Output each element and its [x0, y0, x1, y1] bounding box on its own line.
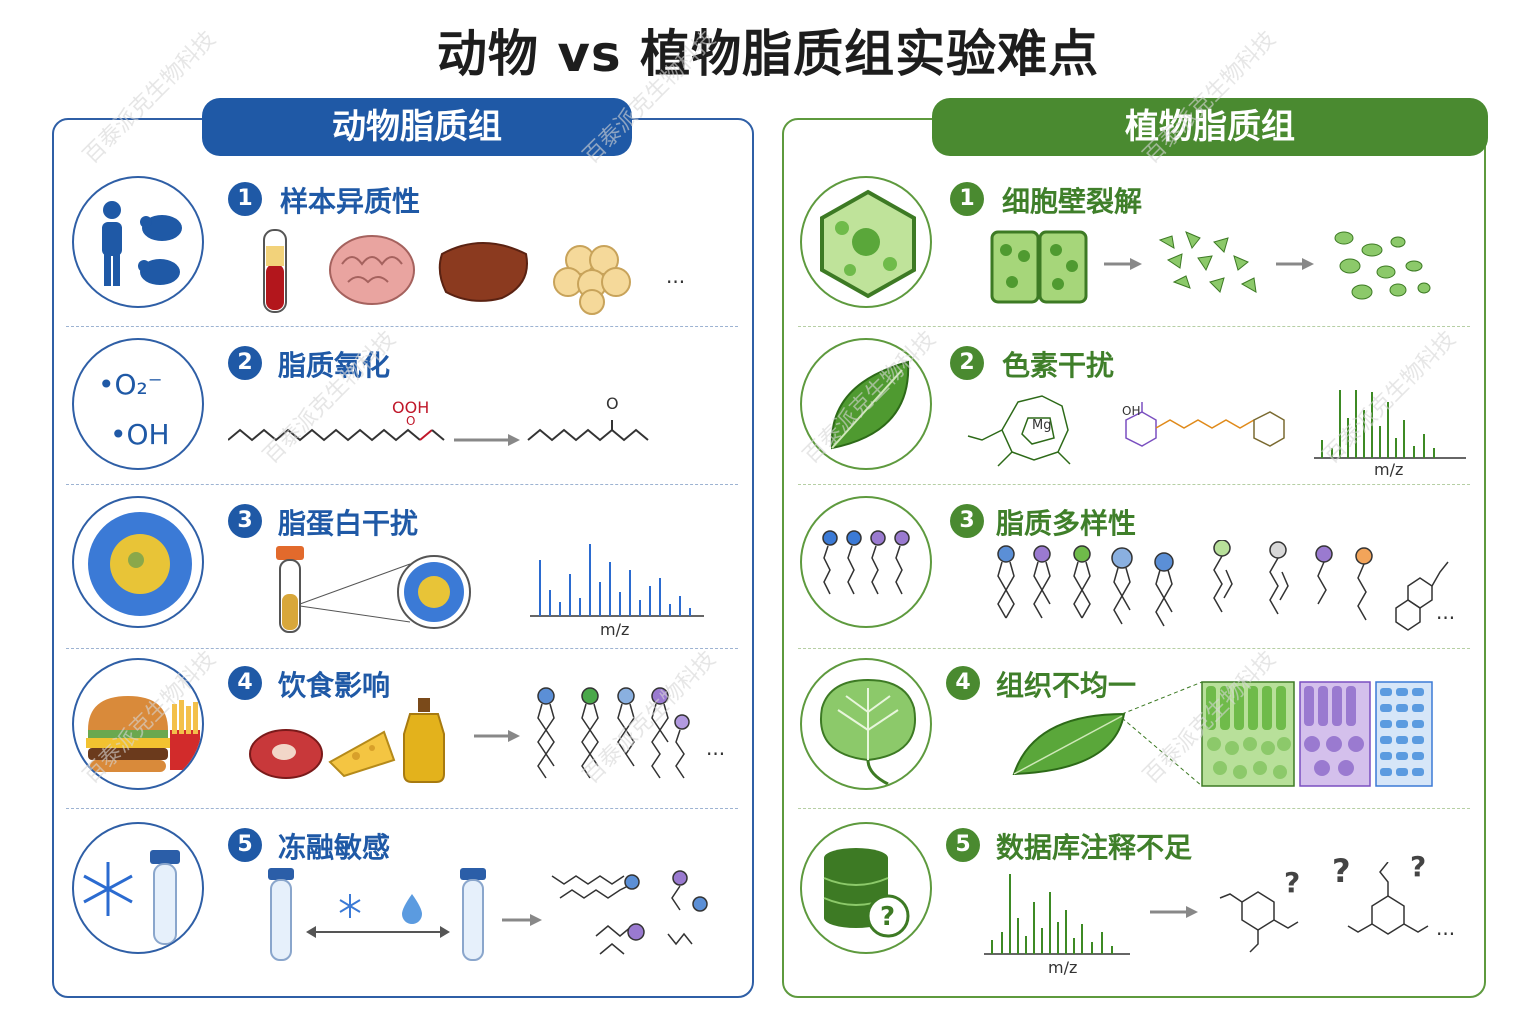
plant-cell-icon [800, 176, 932, 308]
item-heading: 组织不均一 [996, 669, 1137, 702]
divider [798, 648, 1470, 649]
lipoprotein-icon [72, 496, 204, 628]
item-heading: 色素干扰 [1002, 349, 1115, 382]
mg-label: Mg [1032, 418, 1052, 433]
ellipsis: ... [706, 736, 726, 760]
step-number: 3 [228, 504, 262, 538]
database-annotation-illustration [984, 862, 1429, 955]
o-label: O [606, 394, 619, 413]
snowflake-tube-icon [72, 822, 204, 954]
plant-panel-heading: 植物脂质组 [932, 98, 1488, 156]
divider [66, 648, 738, 649]
divider [66, 808, 738, 809]
step-number: 2 [228, 346, 262, 380]
lipid-oxidation-illustration [228, 420, 649, 446]
tissue-samples-illustration [263, 229, 631, 315]
ellipsis: ... [1436, 600, 1456, 624]
oh-label: OH [1122, 404, 1141, 418]
item-heading: 样本异质性 [280, 185, 421, 218]
page-title: 动物 vs 植物脂质组实验难点 [436, 25, 1100, 83]
item-heading: 细胞壁裂解 [1002, 185, 1143, 218]
step-number: 4 [946, 666, 980, 700]
item-heading: 数据库注释不足 [996, 831, 1193, 864]
ellipsis: ... [666, 264, 686, 288]
cell-wall-lysis-illustration [990, 230, 1431, 304]
step-number: 2 [950, 346, 984, 380]
mz-axis-label: m/z [1374, 460, 1404, 479]
ooh-label: OOH [392, 398, 430, 417]
radical-icon: •O₂⁻ •OH [72, 338, 204, 470]
leaf-icon [800, 338, 932, 470]
lipid-molecules-icon [800, 496, 932, 628]
human-mouse-icon [72, 176, 204, 308]
lipoprotein-interference-illustration [276, 544, 704, 633]
freeze-thaw-illustration [268, 868, 708, 961]
question-mark: ? [1284, 866, 1301, 899]
item-heading: 脂质多样性 [996, 507, 1137, 540]
divider [798, 326, 1470, 327]
question-mark: ? [1410, 850, 1427, 883]
mz-axis-label: m/z [600, 620, 630, 639]
superoxide-label: •O₂⁻ [98, 368, 163, 401]
item-heading: 脂蛋白干扰 [278, 507, 419, 540]
hydroxyl-label: •OH [110, 418, 170, 451]
question-icon: ? [880, 902, 896, 932]
database-question-icon: ? [800, 822, 932, 954]
lipid-diversity-illustration [997, 540, 1449, 631]
step-number: 3 [950, 504, 984, 538]
step-number: 5 [228, 828, 262, 862]
step-number: 5 [946, 828, 980, 862]
pigment-interference-illustration [967, 390, 1466, 467]
food-icon [72, 658, 204, 790]
question-mark: ? [1332, 852, 1351, 890]
leaf-veins-icon [800, 658, 932, 790]
item-heading: 脂质氧化 [278, 349, 391, 382]
step-number: 1 [950, 182, 984, 216]
diet-illustration [249, 687, 690, 783]
item-heading: 饮食影响 [278, 669, 391, 702]
divider [798, 808, 1470, 809]
animal-panel-heading: 动物脂质组 [202, 98, 632, 156]
ellipsis: ... [1436, 916, 1456, 940]
divider [798, 484, 1470, 485]
tissue-heterogeneity-illustration [1012, 681, 1433, 787]
divider [66, 326, 738, 327]
o-label: O [406, 414, 416, 428]
mz-axis-label: m/z [1048, 958, 1078, 977]
item-heading: 冻融敏感 [278, 831, 391, 864]
step-number: 1 [228, 182, 262, 216]
divider [66, 484, 738, 485]
step-number: 4 [228, 666, 262, 700]
